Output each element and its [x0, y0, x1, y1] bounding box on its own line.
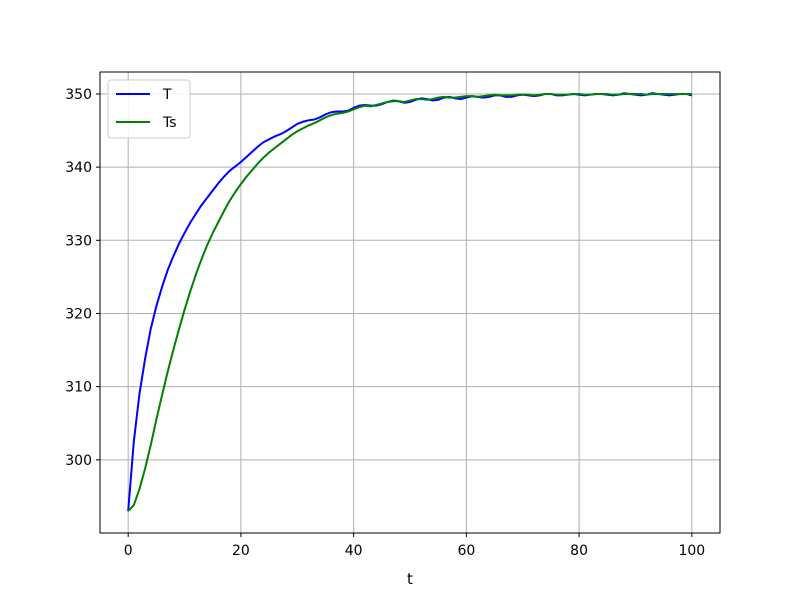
axis-ticks: 0 20 40 60 80 100 300 310 320 330 340 350	[65, 87, 705, 559]
x-tick-label-80: 80	[570, 543, 588, 559]
y-tick-label-350: 350	[65, 87, 92, 103]
x-axis-label: t	[407, 570, 413, 588]
grid-lines	[100, 72, 720, 533]
x-tick-label-0: 0	[124, 543, 133, 559]
x-tick-label-20: 20	[232, 543, 250, 559]
series-lines	[127, 92, 693, 512]
legend: T Ts	[107, 79, 191, 139]
y-tick-label-300: 300	[65, 453, 92, 469]
legend-box	[107, 79, 191, 139]
y-tick-label-330: 330	[65, 233, 92, 249]
x-tick-label-60: 60	[457, 543, 475, 559]
y-tick-label-310: 310	[65, 380, 92, 396]
x-tick-label-40: 40	[345, 543, 363, 559]
x-tick-label-100: 100	[678, 543, 705, 559]
legend-label-ts: Ts	[162, 115, 177, 131]
plot-frame	[99, 71, 721, 534]
legend-label-t: T	[162, 87, 172, 103]
y-tick-label-320: 320	[65, 306, 92, 322]
series-line-ts	[127, 92, 692, 512]
y-tick-label-340: 340	[65, 160, 92, 176]
